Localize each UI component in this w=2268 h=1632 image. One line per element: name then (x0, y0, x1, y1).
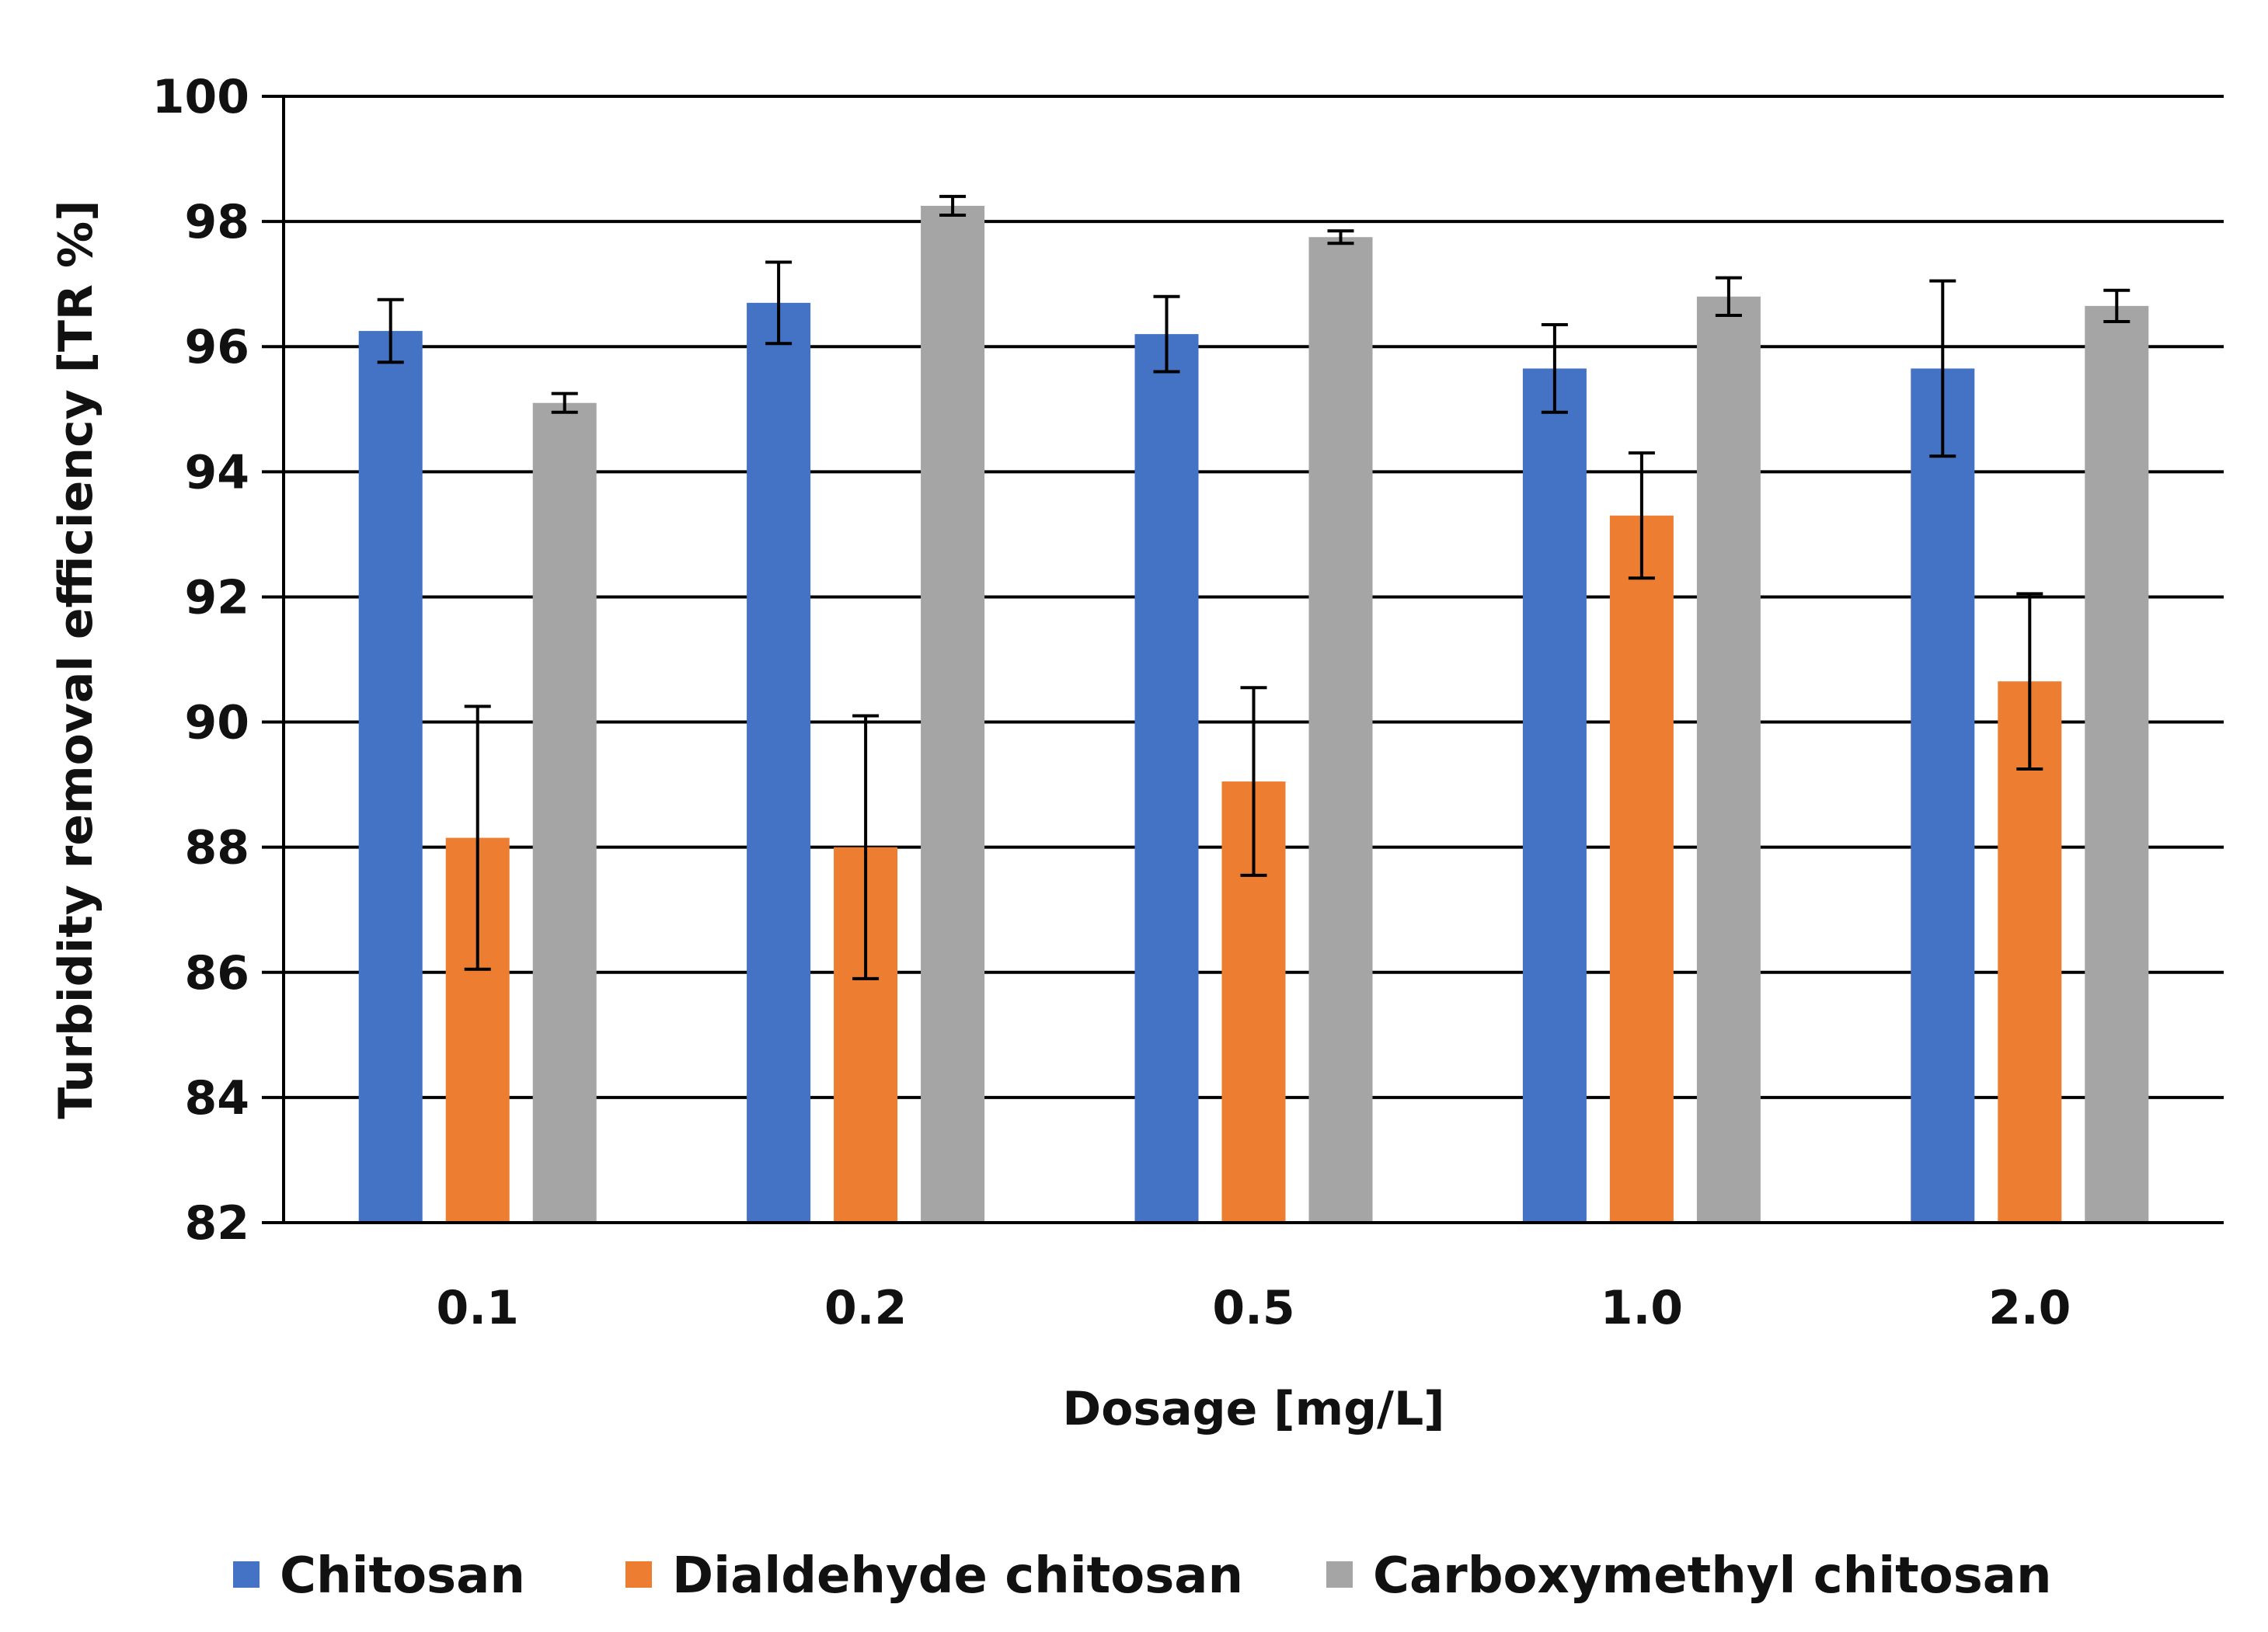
y-tick-label: 96 (185, 320, 250, 374)
x-tick-label: 0.5 (1212, 1281, 1294, 1335)
legend-swatch (625, 1561, 652, 1588)
y-tick-label: 88 (185, 821, 250, 875)
legend-label: Dialdehyde chitosan (672, 1547, 1243, 1605)
x-tick-label: 0.1 (437, 1281, 519, 1335)
y-tick-label: 92 (185, 570, 250, 625)
legend-item: Carboxymethyl chitosan (1326, 1547, 2052, 1605)
y-tick-label: 90 (185, 696, 250, 750)
bar (1911, 368, 1975, 1223)
bars (358, 205, 2149, 1223)
legend-item: Chitosan (233, 1547, 525, 1605)
bar (1696, 296, 1761, 1223)
y-tick-label: 98 (185, 195, 250, 249)
bar (747, 302, 811, 1223)
y-tick-label: 82 (185, 1196, 250, 1251)
y-axis-title: Turbidity removal efficiency [TR %] (49, 200, 103, 1119)
x-tick-labels: 0.1 0.2 0.5 1.0 2.0 (437, 1281, 2071, 1335)
y-tick-labels: 82 84 86 88 90 92 94 96 98 100 (152, 70, 249, 1251)
bar (2085, 305, 2149, 1223)
bar (1998, 681, 2062, 1223)
error-bars (377, 194, 2130, 980)
y-tick-label: 86 (185, 946, 250, 1000)
legend-swatch (233, 1561, 260, 1588)
bar (358, 331, 423, 1223)
x-tick-label: 0.2 (824, 1281, 907, 1335)
x-tick-label: 1.0 (1601, 1281, 1683, 1335)
bar (1134, 334, 1199, 1223)
x-tick-label: 2.0 (1988, 1281, 2071, 1335)
y-tick-label: 100 (152, 70, 249, 124)
x-axis-title: Dosage [mg/L] (1062, 1382, 1444, 1436)
bar (1308, 237, 1373, 1223)
bar (1609, 515, 1674, 1223)
y-tick-label: 84 (185, 1071, 250, 1126)
bar (921, 205, 985, 1223)
legend-label: Chitosan (280, 1547, 525, 1605)
axes (262, 96, 2224, 1224)
y-tick-label: 94 (185, 445, 250, 499)
legend-label: Carboxymethyl chitosan (1373, 1547, 2052, 1605)
legend-swatch (1326, 1561, 1353, 1588)
bar (532, 402, 597, 1223)
legend: Chitosan Dialdehyde chitosan Carboxymethyl… (233, 1547, 2052, 1605)
legend-item: Dialdehyde chitosan (625, 1547, 1243, 1605)
bar (1522, 368, 1587, 1223)
